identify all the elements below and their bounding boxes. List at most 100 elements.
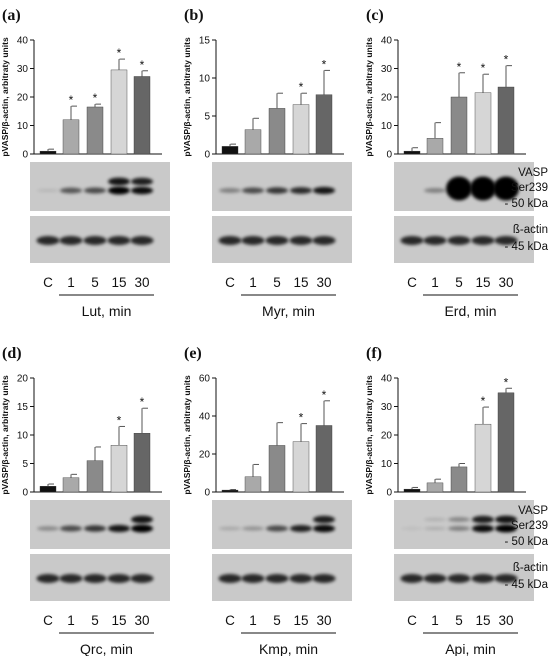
y-axis-label: pVASP/β-actin, arbitraty units	[364, 37, 374, 157]
vasp-band	[424, 188, 446, 193]
vasp-band	[131, 524, 153, 533]
lane-label: 30	[498, 275, 513, 290]
bar-30	[133, 76, 151, 155]
y-tick-label: 20	[381, 93, 393, 104]
vasp-band	[266, 525, 288, 532]
actin-band	[218, 574, 242, 583]
vasp-band	[37, 188, 59, 193]
lane-label: C	[407, 613, 417, 628]
actin-band	[265, 574, 289, 583]
significance-star: *	[322, 388, 327, 402]
vasp-band-upper	[108, 177, 130, 186]
bar-5	[86, 106, 104, 155]
significance-star: *	[299, 411, 304, 425]
y-tick-label: 10	[199, 74, 211, 85]
y-tick-label: 10	[381, 459, 393, 470]
panel-a: (a) pVASP/β-actin, arbitraty units 0 10 20 30…	[0, 7, 170, 319]
vasp-band	[242, 187, 264, 194]
y-tick-label: 40	[199, 412, 211, 423]
bar-C	[39, 486, 57, 493]
bar-15	[292, 104, 310, 155]
x-axis-title: Api, min	[445, 641, 496, 656]
bar-1	[426, 482, 444, 493]
actin-band	[265, 236, 289, 245]
panel-label: (a)	[2, 7, 21, 24]
actin-band	[241, 236, 265, 245]
kda50-label: - 50 kDa	[505, 198, 549, 210]
lane-label: 30	[316, 613, 331, 628]
lane-label: 15	[293, 275, 308, 290]
bar-C	[39, 150, 57, 155]
significance-star: *	[140, 395, 145, 409]
y-tick-label: 0	[386, 150, 392, 161]
significance-star: *	[140, 58, 145, 72]
lane-label: 1	[67, 613, 75, 628]
lane-label: 5	[273, 613, 281, 628]
bar-C	[221, 146, 239, 155]
vasp-blot	[394, 500, 534, 549]
lane-label: C	[43, 275, 53, 290]
bar-C	[403, 488, 421, 493]
bar-15	[292, 441, 310, 493]
y-tick-label: 0	[22, 150, 28, 161]
actin-band	[289, 236, 313, 245]
vasp-band	[219, 526, 241, 531]
vasp-blot	[212, 500, 352, 549]
vasp-label: VASP	[518, 167, 548, 179]
significance-star: *	[69, 93, 74, 107]
y-tick-label: 15	[17, 402, 29, 413]
y-tick-label: 30	[381, 402, 393, 413]
vasp-band	[108, 186, 130, 195]
panel-label: (f)	[366, 345, 382, 362]
vasp-band	[290, 525, 312, 532]
kda45-label: - 45 kDa	[505, 241, 549, 253]
lane-label: C	[225, 613, 235, 628]
actin-band	[83, 574, 107, 583]
vasp-band	[60, 187, 82, 194]
bar-5	[86, 460, 104, 493]
vasp-band	[219, 188, 241, 193]
lane-label: 15	[475, 275, 490, 290]
y-tick-label: 20	[381, 431, 393, 442]
y-tick-label: 60	[199, 374, 211, 385]
bar-30	[497, 86, 515, 155]
x-axis-title: Qrc, min	[80, 641, 133, 656]
actin-band	[107, 236, 131, 245]
vasp-label: VASP	[518, 505, 548, 517]
significance-star: *	[504, 375, 509, 389]
y-tick-label: 40	[17, 36, 29, 47]
actin-band	[83, 236, 107, 245]
y-tick-label: 5	[204, 112, 210, 123]
significance-star: *	[299, 80, 304, 94]
vasp-band	[290, 187, 312, 194]
vasp-band	[84, 525, 106, 532]
lane-label: 5	[273, 275, 281, 290]
y-tick-label: 20	[17, 374, 29, 385]
vasp-band-upper	[313, 515, 335, 524]
y-tick-label: 0	[204, 488, 210, 499]
lane-label: 5	[455, 275, 463, 290]
kda50-label: - 50 kDa	[505, 536, 549, 548]
panel-f: (f) pVASP/β-actin, arbitraty units 0 10 20 30…	[364, 345, 534, 656]
y-tick-label: 0	[204, 150, 210, 161]
y-tick-label: 40	[381, 374, 393, 385]
panel-d: (d)pVASP/β-actin, arbitraty units 0510152…	[0, 345, 170, 656]
actin-band	[400, 574, 424, 583]
bar-15	[110, 445, 128, 493]
bar-30	[497, 392, 515, 493]
lane-label: C	[225, 275, 235, 290]
vasp-band	[266, 187, 288, 194]
significance-star: *	[117, 46, 122, 60]
vasp-band	[108, 524, 130, 533]
actin-band	[36, 236, 60, 245]
actin-band	[471, 574, 495, 583]
y-tick-label: 15	[199, 36, 211, 47]
vasp-blot	[30, 500, 170, 549]
vasp-band	[60, 525, 82, 532]
vasp-band	[313, 524, 335, 533]
y-axis-label: pVASP/β-actin, arbitraty units	[182, 375, 192, 495]
actin-band	[36, 574, 60, 583]
vasp-band	[131, 186, 153, 195]
bar-15	[474, 423, 492, 493]
